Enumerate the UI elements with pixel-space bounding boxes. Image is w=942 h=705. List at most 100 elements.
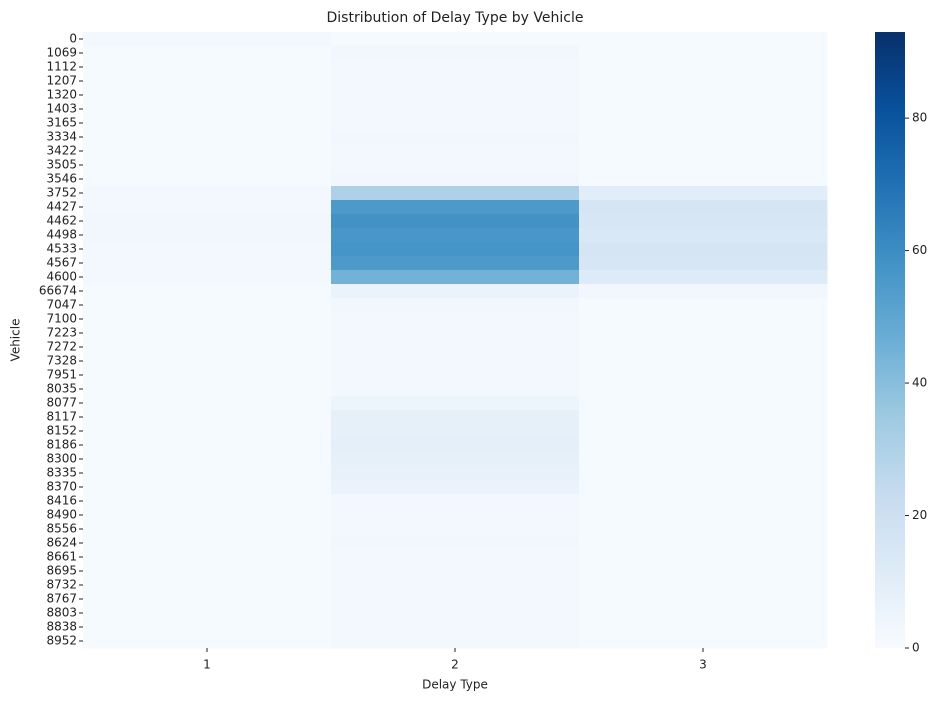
heatmap-cell bbox=[579, 88, 828, 103]
heatmap-cell bbox=[579, 130, 828, 145]
heatmap-cell bbox=[579, 634, 828, 649]
heatmap-cell bbox=[83, 242, 332, 257]
y-tick-label: 8838 bbox=[46, 620, 77, 634]
y-tick-label: 8624 bbox=[46, 536, 77, 550]
heatmap-cell bbox=[83, 606, 332, 621]
heatmap-cell bbox=[579, 200, 828, 215]
heatmap-cell bbox=[579, 116, 828, 131]
heatmap-cell bbox=[331, 410, 580, 425]
heatmap-cell bbox=[83, 298, 332, 313]
heatmap-cell bbox=[83, 270, 332, 285]
heatmap-cell bbox=[331, 214, 580, 229]
heatmap-cell bbox=[331, 270, 580, 285]
heatmap-cell bbox=[331, 200, 580, 215]
heatmap-cell bbox=[579, 438, 828, 453]
heatmap-cell bbox=[579, 550, 828, 565]
y-tick-label: 8661 bbox=[46, 550, 77, 564]
heatmap-cell bbox=[83, 340, 332, 355]
heatmap-cell bbox=[83, 368, 332, 383]
heatmap-cell bbox=[83, 74, 332, 89]
heatmap-cell bbox=[331, 396, 580, 411]
heatmap-cell bbox=[331, 494, 580, 509]
heatmap-cell bbox=[83, 228, 332, 243]
y-tick-label: 3505 bbox=[46, 158, 77, 172]
heatmap-cell bbox=[83, 480, 332, 495]
heatmap-cell bbox=[331, 354, 580, 369]
heatmap-cell bbox=[331, 452, 580, 467]
heatmap-cell bbox=[331, 284, 580, 299]
heatmap-cell bbox=[331, 46, 580, 61]
x-axis-label: Delay Type bbox=[422, 678, 488, 692]
heatmap-cell bbox=[331, 480, 580, 495]
heatmap-cell bbox=[331, 60, 580, 75]
x-tick-label: 3 bbox=[699, 658, 707, 672]
y-tick-label: 8077 bbox=[46, 396, 77, 410]
y-tick-label: 8767 bbox=[46, 592, 77, 606]
heatmap-cell bbox=[579, 242, 828, 257]
y-tick-label: 8186 bbox=[46, 438, 77, 452]
heatmap-cell bbox=[83, 60, 332, 75]
heatmap-cell bbox=[579, 214, 828, 229]
y-tick-label: 8370 bbox=[46, 480, 77, 494]
heatmap-cell bbox=[83, 452, 332, 467]
heatmap-cell bbox=[579, 158, 828, 173]
heatmap-cell bbox=[331, 340, 580, 355]
heatmap-cell bbox=[331, 88, 580, 103]
heatmap-cell bbox=[579, 564, 828, 579]
heatmap-cell bbox=[331, 508, 580, 523]
heatmap-cell bbox=[83, 158, 332, 173]
y-tick-label: 7223 bbox=[46, 326, 77, 340]
y-tick-label: 7951 bbox=[46, 368, 77, 382]
heatmap-cell bbox=[83, 46, 332, 61]
y-tick-label: 3165 bbox=[46, 116, 77, 130]
heatmap-cell bbox=[579, 606, 828, 621]
y-tick-label: 4427 bbox=[46, 200, 77, 214]
heatmap-cell bbox=[83, 326, 332, 341]
heatmap-cell bbox=[331, 116, 580, 131]
heatmap-cell bbox=[331, 256, 580, 271]
y-tick-label: 1069 bbox=[46, 46, 77, 60]
y-tick-label: 8035 bbox=[46, 382, 77, 396]
y-tick-label: 66674 bbox=[39, 284, 77, 298]
heatmap-cell bbox=[83, 564, 332, 579]
heatmap-cell bbox=[331, 536, 580, 551]
heatmap-cell bbox=[579, 32, 828, 47]
y-tick-label: 1403 bbox=[46, 102, 77, 116]
colorbar-tick-label: 40 bbox=[912, 376, 927, 390]
heatmap-cell bbox=[331, 522, 580, 537]
y-tick-label: 8300 bbox=[46, 452, 77, 466]
y-tick-label: 7272 bbox=[46, 340, 77, 354]
heatmap-cell bbox=[83, 550, 332, 565]
y-tick-label: 1320 bbox=[46, 88, 77, 102]
heatmap-cell bbox=[579, 340, 828, 355]
heatmap-cell bbox=[579, 508, 828, 523]
heatmap-cell bbox=[579, 74, 828, 89]
heatmap-cell bbox=[331, 186, 580, 201]
heatmap-cell bbox=[579, 186, 828, 201]
heatmap-cell bbox=[83, 256, 332, 271]
y-tick-label: 8152 bbox=[46, 424, 77, 438]
y-tick-label: 7100 bbox=[46, 312, 77, 326]
y-tick-label: 3422 bbox=[46, 144, 77, 158]
heatmap-cell bbox=[331, 158, 580, 173]
heatmap-cell bbox=[83, 88, 332, 103]
heatmap-cell bbox=[579, 144, 828, 159]
y-tick-label: 4498 bbox=[46, 228, 77, 242]
heatmap-cell bbox=[331, 74, 580, 89]
heatmap-cell bbox=[83, 466, 332, 481]
heatmap-cell bbox=[331, 298, 580, 313]
heatmap-cell bbox=[83, 508, 332, 523]
heatmap-cell bbox=[83, 620, 332, 635]
y-tick-label: 8952 bbox=[46, 634, 77, 648]
heatmap-cell bbox=[331, 144, 580, 159]
heatmap-cell bbox=[579, 60, 828, 75]
heatmap-cell bbox=[579, 620, 828, 635]
x-tick-label: 2 bbox=[451, 658, 459, 672]
heatmap-cell bbox=[83, 578, 332, 593]
y-tick-label: 4462 bbox=[46, 214, 77, 228]
heatmap-cell bbox=[83, 116, 332, 131]
heatmap-cell bbox=[579, 578, 828, 593]
heatmap-cell bbox=[83, 592, 332, 607]
heatmap-cell bbox=[579, 46, 828, 61]
